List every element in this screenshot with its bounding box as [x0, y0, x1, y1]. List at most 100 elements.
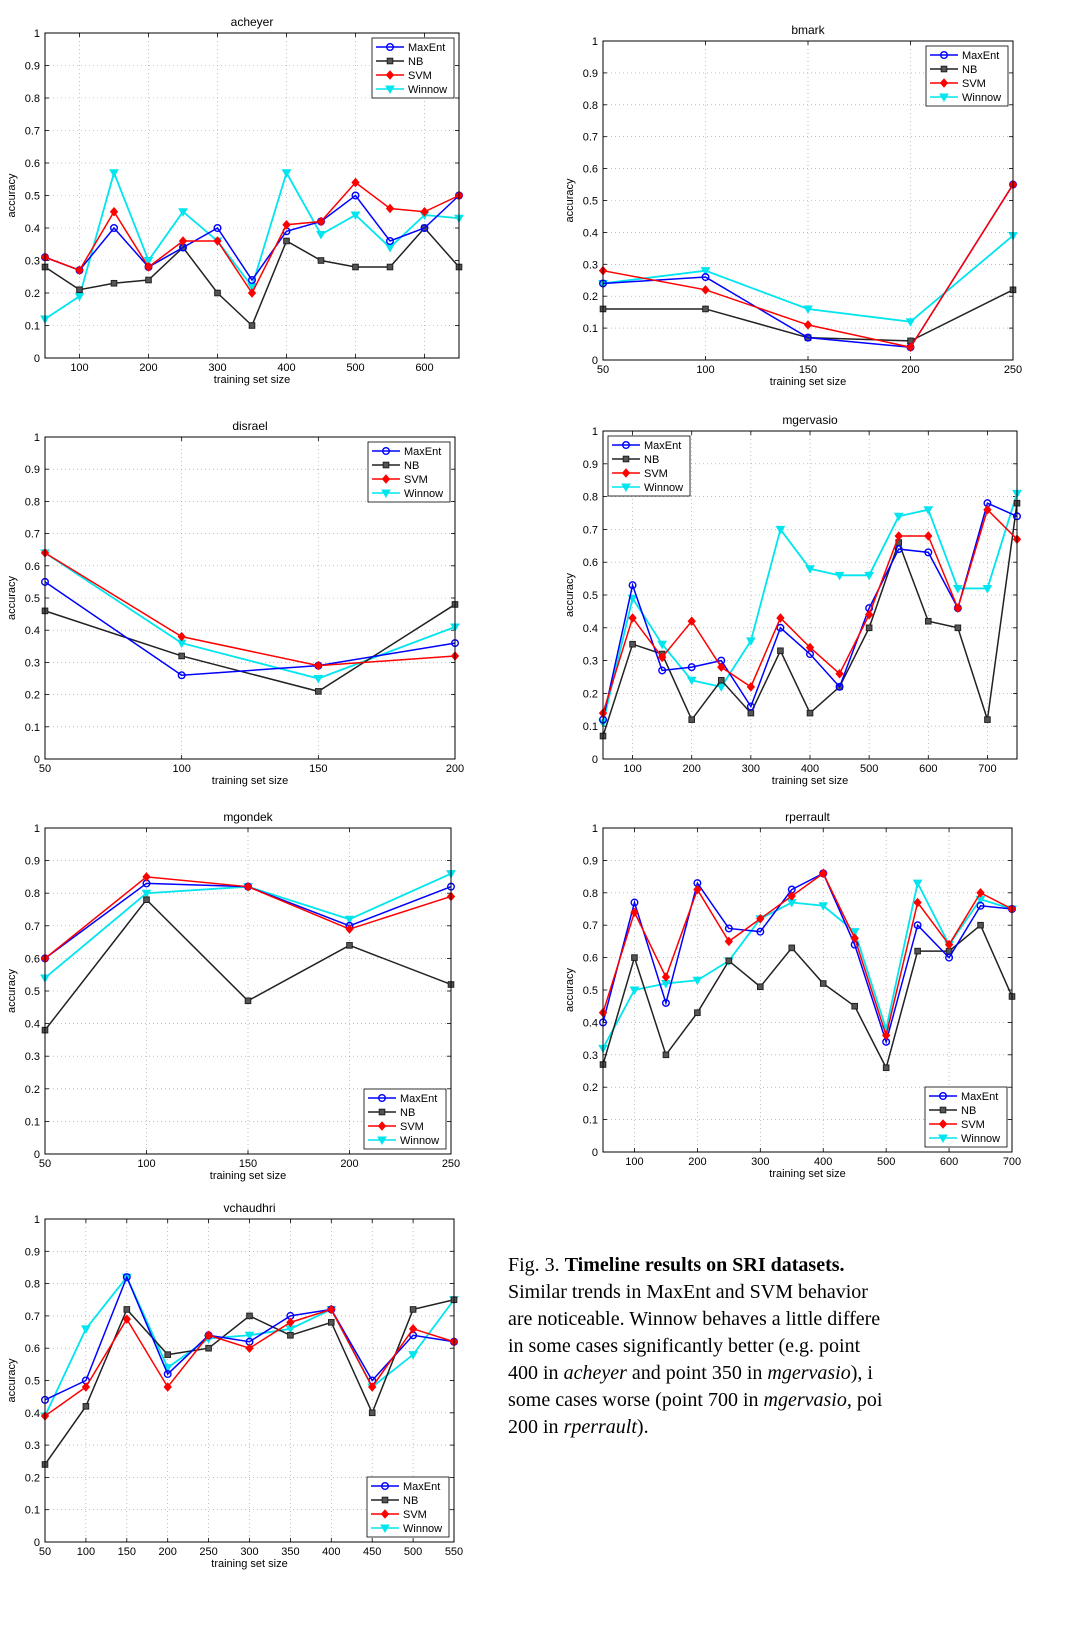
marker-svm: [864, 609, 874, 620]
x-tick-label: 250: [199, 1546, 217, 1558]
marker-winnow: [74, 292, 85, 302]
legend-label: SVM: [403, 1509, 427, 1521]
series-maxent: [599, 499, 1022, 724]
marker-svm: [351, 177, 360, 188]
marker-winnow: [905, 318, 916, 327]
marker-maxent: [177, 671, 186, 680]
marker-svm: [381, 474, 391, 484]
y-axis-label: accuracy: [6, 173, 18, 218]
marker-winnow: [864, 571, 875, 581]
legend: MaxEnt NB SVM Winnow: [371, 37, 455, 99]
marker-winnow: [834, 571, 845, 581]
legend-label: Winnow: [962, 92, 1001, 104]
legend: MaxEnt NB SVM Winnow: [367, 441, 451, 503]
y-tick-label: 0.8: [583, 100, 598, 112]
marker-winnow: [281, 169, 292, 178]
axes: 0 0.1 0.2 0.3 0.4 0.5 0.6 0.7 0.8 0.9 1 100 200 300 40…: [583, 823, 1021, 1168]
legend-entry-maxent: MaxEnt: [368, 1093, 437, 1105]
x-tick-label: 600: [919, 763, 937, 775]
caption-segment: mgervasio: [767, 1362, 851, 1384]
x-tick-label: 700: [978, 763, 996, 775]
y-tick-label: 0.8: [583, 492, 598, 504]
marker-svm: [687, 616, 696, 626]
marker-nb: [82, 1403, 90, 1410]
marker-svm: [924, 531, 933, 541]
x-tick-label: 200: [139, 362, 157, 374]
legend-entry-maxent: MaxEnt: [371, 1481, 440, 1493]
plot-border: [44, 436, 456, 760]
caption-segment: Fig. 3.: [508, 1254, 565, 1276]
y-tick-label: 0.5: [25, 191, 40, 203]
marker-winnow: [629, 986, 640, 996]
x-tick-label: 500: [346, 362, 364, 374]
marker-svm: [245, 1343, 254, 1353]
chart-panel-mgondek: 0 0.1 0.2 0.3 0.4 0.5 0.6 0.7 0.8 0.9 1 50 100 150 200…: [0, 806, 461, 1196]
x-tick-label: 150: [799, 364, 817, 376]
y-tick-label: 0.9: [583, 855, 598, 867]
legend-label: SVM: [961, 1119, 985, 1131]
marker-svm: [944, 939, 954, 950]
marker-winnow: [912, 879, 923, 889]
caption-segment: some cases worse (point 700 in: [508, 1389, 764, 1411]
marker-nb: [806, 709, 814, 717]
marker-svm: [377, 1121, 387, 1131]
marker-svm: [657, 652, 667, 663]
legend-label: MaxEnt: [408, 42, 445, 54]
caption-segment: are noticeable. Winnow behaves a little …: [508, 1308, 881, 1330]
marker-svm: [913, 897, 922, 908]
marker-winnow: [849, 928, 860, 937]
marker-winnow: [686, 676, 697, 686]
x-tick-label: 400: [814, 1156, 832, 1168]
x-tick-label: 100: [623, 763, 641, 775]
marker-maxent: [776, 623, 785, 632]
legend-label: NB: [404, 460, 419, 472]
marker-nb: [244, 997, 252, 1005]
caption-line: Fig. 3. Timeline results on SRI datasets…: [508, 1252, 1063, 1279]
y-tick-label: 0.4: [25, 1408, 40, 1420]
marker-svm: [81, 1382, 91, 1392]
plot-border: [602, 430, 1018, 760]
x-axis-label: training set size: [769, 1168, 845, 1180]
legend-box: [925, 45, 1009, 107]
marker-svm: [894, 531, 903, 541]
legend-label: Winnow: [403, 1523, 442, 1535]
marker-winnow: [621, 483, 631, 493]
marker-svm: [939, 78, 949, 88]
marker-svm: [314, 660, 323, 671]
caption-segment: Timeline results on SRI datasets.: [564, 1254, 845, 1276]
series-line: [44, 581, 456, 677]
legend-entry-winnow: Winnow: [612, 482, 683, 494]
legend: MaxEnt NB SVM Winnow: [607, 435, 691, 497]
x-tick-label: 500: [860, 763, 878, 775]
marker-nb: [143, 896, 150, 904]
marker-svm: [122, 1314, 131, 1324]
series-line: [602, 872, 1013, 1039]
marker-nb: [622, 455, 630, 463]
x-tick-label: 450: [363, 1546, 381, 1558]
y-tick-label: 0.6: [583, 557, 598, 569]
legend-entry-winnow: Winnow: [368, 1135, 439, 1147]
chart-title: acheyer: [231, 15, 274, 29]
y-tick-label: 0.5: [25, 1376, 40, 1388]
marker-svm: [628, 613, 637, 623]
y-tick-label: 0.1: [583, 1115, 598, 1127]
legend-label: SVM: [404, 474, 428, 486]
marker-nb: [386, 263, 394, 271]
marker-maxent: [630, 898, 639, 907]
marker-nb: [328, 1319, 335, 1326]
x-tick-label: 600: [415, 362, 433, 374]
y-tick-label: 0.1: [583, 721, 598, 733]
marker-maxent: [386, 43, 395, 52]
marker-nb: [851, 1002, 858, 1010]
marker-maxent: [746, 702, 755, 711]
x-tick-label: 100: [696, 364, 714, 376]
marker-winnow: [313, 675, 324, 684]
y-tick-label: 0.9: [25, 856, 40, 868]
y-tick-label: 0.8: [25, 888, 40, 900]
marker-svm: [819, 868, 828, 879]
y-tick-label: 0.1: [25, 722, 40, 734]
legend-label: Winnow: [404, 488, 443, 500]
x-axis-label: training set size: [214, 374, 290, 386]
series-line: [602, 923, 1013, 1070]
